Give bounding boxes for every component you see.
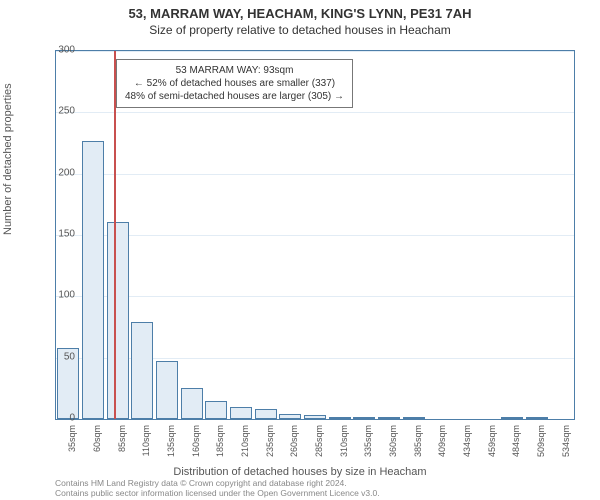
- y-tick-label: 200: [45, 167, 75, 178]
- chart-plot-area: 53 MARRAM WAY: 93sqm ← 52% of detached h…: [55, 50, 575, 420]
- bar: [131, 322, 153, 419]
- bar: [279, 414, 301, 419]
- x-tick-label: 534sqm: [561, 425, 571, 470]
- x-tick-label: 509sqm: [536, 425, 546, 470]
- footer-attribution: Contains HM Land Registry data © Crown c…: [55, 478, 380, 498]
- bar: [501, 417, 523, 419]
- x-tick-label: 360sqm: [388, 425, 398, 470]
- bar: [107, 222, 129, 419]
- gridline: [56, 112, 574, 113]
- x-tick-label: 434sqm: [462, 425, 472, 470]
- x-tick-label: 185sqm: [215, 425, 225, 470]
- bar: [255, 409, 277, 419]
- x-axis-label: Distribution of detached houses by size …: [0, 466, 600, 478]
- x-tick-label: 385sqm: [413, 425, 423, 470]
- x-tick-label: 110sqm: [141, 425, 151, 470]
- x-tick-label: 260sqm: [289, 425, 299, 470]
- bar: [526, 417, 548, 419]
- annotation-line-1: 53 MARRAM WAY: 93sqm: [125, 64, 344, 77]
- bar: [353, 417, 375, 419]
- gridline: [56, 296, 574, 297]
- x-tick-label: 160sqm: [191, 425, 201, 470]
- annotation-box: 53 MARRAM WAY: 93sqm ← 52% of detached h…: [116, 59, 353, 108]
- bar: [181, 388, 203, 419]
- page-subtitle: Size of property relative to detached ho…: [0, 21, 600, 37]
- bar: [329, 417, 351, 419]
- bar: [403, 417, 425, 419]
- page-title: 53, MARRAM WAY, HEACHAM, KING'S LYNN, PE…: [0, 0, 600, 21]
- x-tick-label: 285sqm: [314, 425, 324, 470]
- bar: [378, 417, 400, 419]
- y-axis-label: Number of detached properties: [2, 83, 14, 235]
- gridline: [56, 51, 574, 52]
- bar: [304, 415, 326, 419]
- bar: [230, 407, 252, 419]
- gridline: [56, 235, 574, 236]
- y-tick-label: 300: [45, 45, 75, 56]
- y-tick-label: 100: [45, 290, 75, 301]
- x-tick-label: 235sqm: [265, 425, 275, 470]
- x-tick-label: 310sqm: [339, 425, 349, 470]
- x-tick-label: 484sqm: [511, 425, 521, 470]
- x-tick-label: 335sqm: [363, 425, 373, 470]
- x-tick-label: 459sqm: [487, 425, 497, 470]
- y-tick-label: 50: [45, 351, 75, 362]
- annotation-line-2: ← 52% of detached houses are smaller (33…: [125, 77, 344, 90]
- y-tick-label: 250: [45, 106, 75, 117]
- bar: [156, 361, 178, 419]
- x-tick-label: 409sqm: [437, 425, 447, 470]
- x-tick-label: 135sqm: [166, 425, 176, 470]
- bar: [205, 401, 227, 419]
- gridline: [56, 174, 574, 175]
- x-tick-label: 85sqm: [117, 425, 127, 470]
- y-tick-label: 0: [45, 413, 75, 424]
- x-tick-label: 35sqm: [67, 425, 77, 470]
- bar: [82, 141, 104, 419]
- y-tick-label: 150: [45, 229, 75, 240]
- annotation-line-3: 48% of semi-detached houses are larger (…: [125, 90, 344, 103]
- x-tick-label: 60sqm: [92, 425, 102, 470]
- x-tick-label: 210sqm: [240, 425, 250, 470]
- footer-line-2: Contains public sector information licen…: [55, 488, 380, 498]
- footer-line-1: Contains HM Land Registry data © Crown c…: [55, 478, 380, 488]
